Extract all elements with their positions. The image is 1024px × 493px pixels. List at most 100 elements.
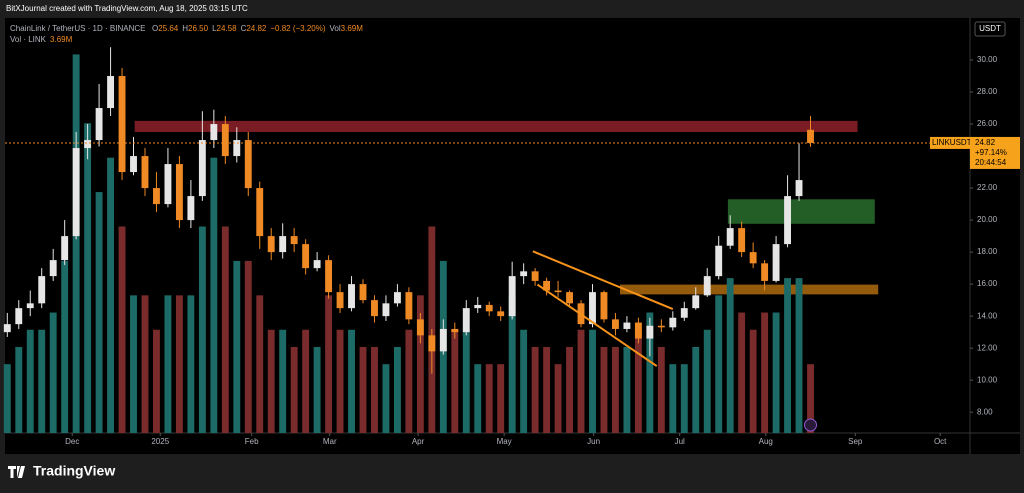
volume-bar: [600, 346, 608, 433]
y-tick-label: 20.00: [977, 215, 998, 224]
candle-body: [669, 317, 677, 328]
x-tick-label: 2025: [151, 437, 169, 446]
candle-body: [198, 140, 206, 197]
legend-stat: 25.64: [158, 24, 179, 33]
zone: [727, 199, 875, 224]
y-tick-label: 8.00: [977, 407, 993, 416]
volume-bar: [118, 226, 126, 433]
volume-bar: [634, 329, 642, 433]
candle-body: [726, 228, 734, 246]
brand: TradingView: [33, 463, 115, 479]
volume-bar: [738, 312, 746, 433]
volume-bar: [589, 329, 596, 433]
event-icon: [804, 418, 818, 432]
volume-bar: [371, 346, 378, 433]
x-tick-label: Dec: [65, 437, 79, 446]
trendline: [532, 250, 674, 311]
candle-body: [772, 244, 780, 281]
candle-body: [175, 164, 183, 221]
volume-bar: [531, 346, 539, 433]
y-tick-label: 28.00: [977, 87, 998, 96]
legend-volume: Vol · LINK: [10, 35, 47, 44]
brand-logo: [8, 466, 25, 478]
x-tick-label: Jul: [675, 437, 685, 446]
candle-body: [26, 303, 34, 309]
candle-body: [336, 292, 344, 309]
legend-stat: 3.69M: [341, 24, 364, 33]
candle-body: [738, 228, 746, 253]
candle-body: [646, 325, 654, 339]
volume-bar: [462, 329, 470, 433]
volume-bar: [49, 312, 57, 433]
volume-bar: [359, 346, 367, 433]
candle-body: [405, 292, 413, 320]
candle-body: [72, 148, 80, 237]
candle-body: [49, 260, 57, 277]
volume-bar: [336, 329, 344, 433]
candle-body: [3, 324, 11, 333]
volume-bar: [244, 260, 252, 433]
volume-bar: [726, 278, 734, 433]
volume-bar: [130, 295, 137, 433]
volume-bar: [646, 312, 654, 433]
candle-body: [244, 140, 252, 189]
candle-body: [118, 76, 126, 173]
candle-body: [715, 245, 723, 277]
candle-body: [761, 263, 769, 281]
volume-bar: [84, 123, 92, 433]
currency: USDT: [979, 24, 1001, 33]
x-tick-label: May: [497, 437, 512, 446]
price-value-box: [970, 136, 1020, 169]
zone: [620, 284, 879, 295]
candle-body: [233, 140, 241, 157]
volume-bar: [474, 364, 482, 433]
candle-body: [485, 304, 493, 312]
volume-bar: [703, 329, 711, 433]
candle-body: [38, 276, 46, 304]
volume-bar: [692, 346, 700, 433]
volume-bar: [807, 364, 814, 433]
volume-bar: [256, 295, 264, 433]
volume-bar: [107, 157, 115, 433]
candle-body: [210, 124, 218, 141]
candle-body: [749, 252, 757, 264]
candle-body: [807, 129, 814, 143]
volume-bar: [233, 260, 241, 433]
volume-bar: [221, 226, 229, 433]
volume-bar: [749, 329, 757, 433]
candle-body: [325, 260, 333, 293]
candle-body: [313, 260, 321, 269]
trendline: [536, 283, 658, 367]
volume-bar: [669, 364, 677, 433]
candle-body: [61, 236, 69, 261]
volume-bar: [416, 295, 424, 433]
candle-body: [187, 196, 195, 221]
legend-symbol: ChainLink / TetherUS · 1D · BINANCE: [10, 24, 145, 33]
legend-stat: L: [212, 24, 217, 33]
volume-bar: [325, 295, 333, 433]
candle-body: [543, 280, 551, 291]
candle-body: [428, 335, 436, 352]
x-tick-label: Aug: [759, 437, 773, 446]
candle-body: [348, 284, 355, 309]
y-tick-label: 14.00: [977, 311, 998, 320]
volume-bar: [680, 364, 688, 433]
countdown: 20:44:54: [975, 158, 1007, 167]
candle-body: [462, 308, 470, 333]
candle-body: [359, 284, 367, 301]
x-tick-label: Oct: [934, 437, 947, 446]
x-tick-label: Apr: [412, 437, 425, 446]
candle-body: [554, 290, 562, 293]
legend-stat: Vol: [330, 24, 341, 33]
legend-stat: 24.82: [246, 24, 267, 33]
volume-bar: [795, 278, 803, 433]
volume-bar: [520, 329, 528, 433]
price-label-box: [930, 136, 970, 149]
volume-bar: [715, 295, 723, 433]
legend-stat: 26.50: [188, 24, 209, 33]
legend-stat: −0.82 (−3.20%): [270, 24, 325, 33]
volume-bar: [657, 346, 665, 433]
candle-body: [657, 325, 665, 328]
volume-bar: [153, 329, 160, 433]
